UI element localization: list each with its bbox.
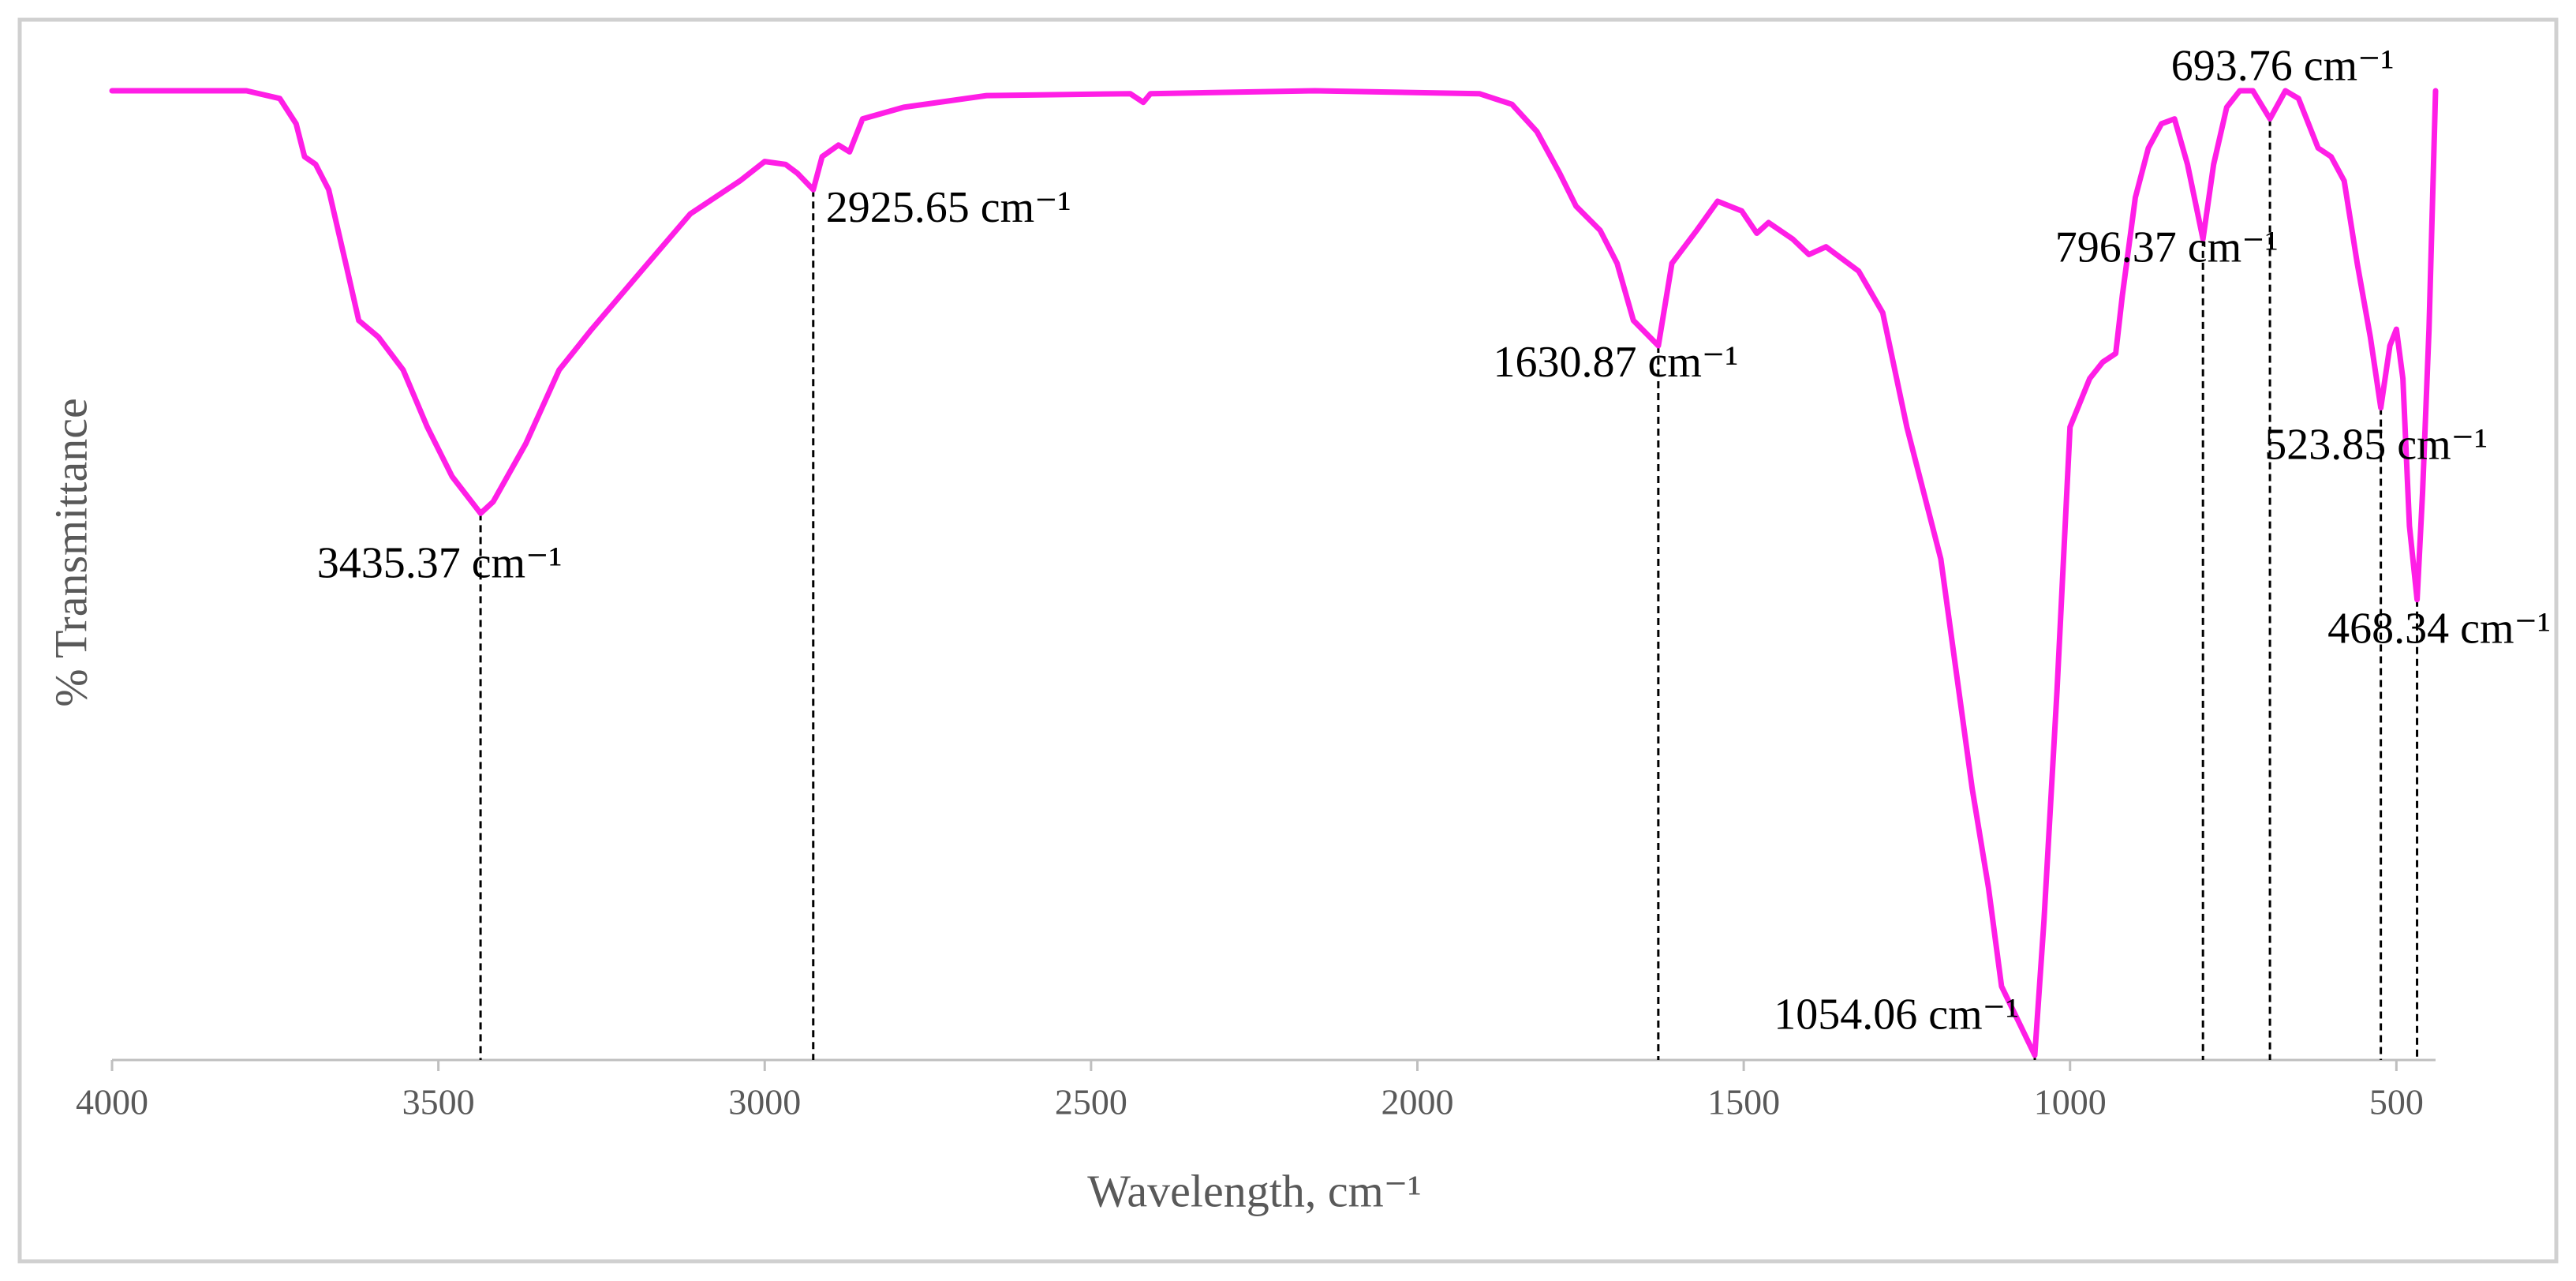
frame [17,17,2559,1264]
x-tick-label: 4000 [76,1082,148,1122]
peak-label: 693.76 cm⁻¹ [2171,41,2395,90]
peak-label: 796.37 cm⁻¹ [2055,223,2279,272]
x-tick-label: 3500 [402,1082,475,1122]
x-tick-label: 1000 [2034,1082,2107,1122]
x-tick-label: 2500 [1055,1082,1127,1122]
peak-label: 1054.06 cm⁻¹ [1774,991,2019,1039]
peak-label: 468.34 cm⁻¹ [2327,605,2551,654]
spectrum-line [109,88,2439,1058]
peak-label: 1630.87 cm⁻¹ [1493,338,1738,387]
peak-label: 3435.37 cm⁻¹ [317,538,563,587]
x-tick-label: 2000 [1381,1082,1453,1122]
peak-label: 2925.65 cm⁻¹ [826,183,1071,232]
peak-label: 523.85 cm⁻¹ [2264,420,2488,469]
x-tick-label: 3000 [728,1082,801,1122]
x-tick-label: 500 [2369,1082,2424,1122]
y-axis-title: % Transmittance [45,398,96,706]
x-axis-title: Wavelength, cm⁻¹ [1087,1165,1421,1216]
x-tick-label: 1500 [1707,1082,1780,1122]
